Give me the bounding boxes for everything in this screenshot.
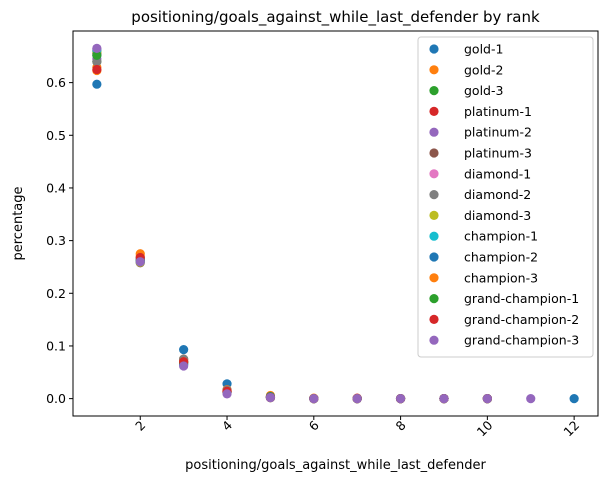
chart-title: positioning/goals_against_while_last_def… [131,8,540,27]
data-point [92,79,102,89]
legend-marker [429,169,439,179]
data-point [569,394,579,404]
data-point [92,64,102,75]
legend-item: platinum-3 [429,146,532,161]
legend-marker [429,148,439,158]
legend-item: champion-3 [429,270,538,285]
legend-item: diamond-1 [429,166,531,181]
legend-item: champion-1 [429,229,538,244]
data-point [92,43,102,53]
y-tick-label: 0.1 [46,338,66,353]
data-point [352,394,362,404]
plot-area [92,43,579,404]
data-point [395,394,406,404]
legend-label: champion-3 [464,270,538,285]
legend-label: champion-1 [464,229,538,244]
legend-item: diamond-2 [429,187,531,202]
legend-item: champion-2 [429,250,538,265]
legend-item: gold-3 [429,83,503,98]
legend-item: platinum-2 [429,125,532,140]
data-point [92,50,102,60]
legend-label: grand-champion-3 [464,333,579,348]
y-tick-label: 0.3 [46,233,66,248]
legend-item: diamond-3 [429,208,531,223]
data-point [92,56,102,67]
data-point [482,394,492,404]
legend-label: platinum-2 [464,125,532,140]
legend-marker [429,106,439,116]
legend-marker [429,231,439,241]
legend-item: grand-champion-2 [429,312,579,327]
legend-label: platinum-3 [464,146,532,161]
x-axis-label: positioning/goals_against_while_last_def… [185,458,486,473]
data-point [265,392,276,403]
data-point [179,345,189,355]
legend-label: grand-champion-1 [464,291,579,306]
legend: gold-1 gold-2 gold-3 platinum-1 platinum-2 pl… [417,36,594,358]
legend-marker [429,86,439,96]
legend-label: diamond-3 [464,208,531,223]
data-point [179,361,189,371]
legend-marker [429,273,439,283]
legend-label: diamond-1 [464,166,531,181]
data-point [222,389,232,399]
y-tick-label: 0.6 [46,75,66,90]
plot-frame [72,30,599,417]
legend-item: grand-champion-3 [429,333,579,348]
legend-label: gold-3 [464,83,503,98]
legend-item: gold-1 [429,42,503,57]
series-grand-champion-3 [92,43,536,404]
y-tick-label: 0.2 [46,286,66,301]
legend-marker [429,294,439,304]
legend-marker [429,314,439,324]
y-axis-label: percentage [11,186,26,260]
legend-marker [429,335,439,345]
legend-marker [429,44,439,54]
x-axis: 2 4 6 8 10 12 [132,416,582,439]
legend-marker [429,252,439,262]
legend-label: grand-champion-2 [464,312,579,327]
data-point [439,394,449,404]
y-tick-label: 0.0 [46,391,66,406]
legend-item: gold-2 [429,62,503,77]
y-axis: 0.0 0.1 0.2 0.3 0.4 0.5 0.6 [46,75,73,406]
legend-label: diamond-2 [464,187,531,202]
y-tick-label: 0.5 [46,128,66,143]
legend-box [417,36,594,358]
data-point [309,394,319,404]
data-point [135,257,145,267]
data-point [526,394,536,404]
x-tick-label: 10 [474,417,496,439]
legend-item: grand-champion-1 [429,291,579,306]
legend-item: platinum-1 [429,104,532,119]
legend-label: platinum-1 [464,104,532,119]
legend-marker [429,210,439,220]
legend-marker [429,65,439,75]
legend-label: champion-2 [464,250,538,265]
legend-marker [429,190,439,200]
y-tick-label: 0.4 [46,180,66,195]
x-tick-label: 12 [560,418,582,440]
legend-marker [429,127,439,137]
legend-label: gold-1 [464,42,503,57]
legend-label: gold-2 [464,62,503,77]
